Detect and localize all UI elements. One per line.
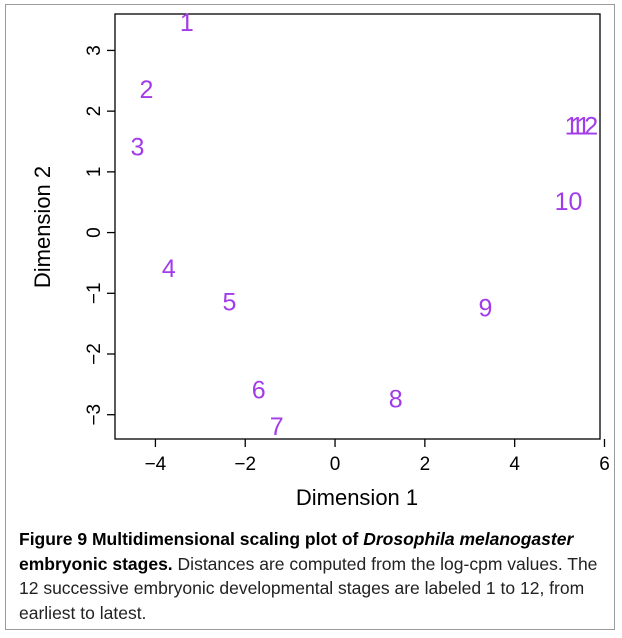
point-label-1: 1 (180, 9, 194, 37)
caption-body: Distances are computed from the log-cpm … (19, 553, 598, 623)
y-tick-label: −1 (84, 282, 105, 304)
x-tick-label: 2 (420, 454, 431, 475)
y-tick-label: 0 (84, 227, 105, 238)
x-tick-label: 0 (330, 454, 341, 475)
caption-title-tail: embryonic stages. (19, 553, 173, 574)
x-axis-ticks: −4 −2 0 2 4 6 (145, 439, 610, 475)
point-label-6: 6 (252, 376, 266, 404)
point-label-9: 9 (479, 294, 493, 322)
plot-box (114, 13, 601, 440)
caption-figure-label: Figure 9 (19, 529, 88, 549)
figure-frame (5, 4, 615, 630)
y-axis-ticks: −3 −2 −1 0 1 2 3 (84, 45, 115, 426)
point-label-12: 12 (570, 112, 598, 140)
y-axis-title: Dimension 2 (30, 166, 55, 288)
y-tick-label: −3 (84, 404, 105, 426)
y-tick-label: 2 (84, 106, 105, 117)
x-tick-label: −4 (145, 454, 167, 475)
x-axis-title: Dimension 1 (296, 485, 418, 510)
x-tick-label: 4 (509, 454, 520, 475)
figure-caption: Figure 9 Multidimensional scaling plot o… (19, 527, 609, 625)
x-tick-label: −2 (234, 454, 256, 475)
point-label-7: 7 (270, 413, 284, 441)
point-label-4: 4 (162, 255, 176, 283)
point-label-3: 3 (131, 134, 145, 162)
y-tick-label: 1 (84, 167, 105, 178)
caption-title-lead: Multidimensional scaling plot of (91, 529, 364, 549)
point-label-2: 2 (139, 76, 153, 104)
y-tick-label: 3 (84, 45, 105, 56)
point-label-8: 8 (389, 386, 403, 414)
caption-species: Drosophila melanogaster (363, 529, 574, 549)
y-tick-label: −2 (84, 343, 105, 365)
point-label-11: 11 (565, 112, 591, 140)
x-tick-label: 6 (599, 454, 610, 475)
point-label-10: 10 (555, 188, 583, 216)
point-label-5: 5 (223, 288, 237, 316)
